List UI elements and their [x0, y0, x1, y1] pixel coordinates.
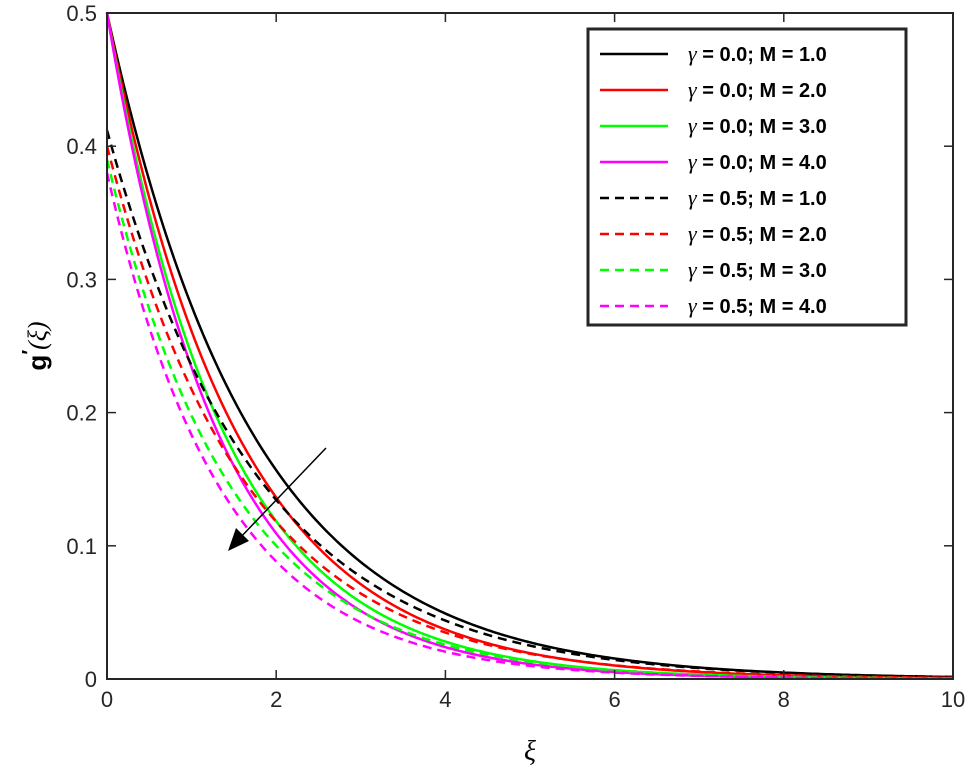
legend-entry-text: = 0.5; M = 3.0 [697, 260, 827, 282]
legend-gamma-symbol: γ [688, 185, 698, 210]
legend-entry-text: = 0.0; M = 3.0 [697, 116, 827, 138]
y-tick-label: 0.4 [66, 134, 97, 159]
y-tick-label: 0.5 [66, 1, 97, 26]
legend-entry-text: = 0.0; M = 4.0 [697, 152, 827, 174]
legend-gamma-symbol: γ [688, 149, 698, 174]
axis-ticks: 0 2 4 6 8 10 0 0.1 0.2 0.3 0.4 0.5 [66, 1, 965, 712]
x-tick-label: 0 [101, 687, 113, 712]
legend-entry-7: γ = 0.5; M = 3.0 [688, 257, 827, 282]
legend-entry-3: γ = 0.0; M = 3.0 [688, 113, 827, 138]
series-lines [105, 12, 954, 680]
legend-entry-text: = 0.5; M = 1.0 [697, 188, 827, 210]
x-tick-label: 6 [608, 687, 620, 712]
series-line-8 [105, 172, 954, 680]
x-tick-label: 10 [941, 687, 965, 712]
legend-gamma-symbol: γ [688, 113, 698, 138]
legend-gamma-symbol: γ [688, 257, 698, 282]
plot-frame [106, 12, 954, 680]
x-tick-label: 8 [778, 687, 790, 712]
legend-gamma-symbol: γ [688, 293, 698, 318]
legend-entry-1: γ = 0.0; M = 1.0 [688, 41, 827, 66]
legend-entry-text: = 0.0; M = 1.0 [697, 44, 827, 66]
y-tick-label: 0.1 [66, 534, 97, 559]
legend-gamma-symbol: γ [688, 77, 698, 102]
legend-entry-text: = 0.5; M = 4.0 [697, 296, 827, 318]
legend-entry-2: γ = 0.0; M = 2.0 [688, 77, 827, 102]
legend-gamma-symbol: γ [688, 41, 698, 66]
y-axis-label-arg: (ξ) [23, 321, 52, 349]
arrow-head [228, 528, 249, 551]
y-axis-label-main: g [22, 355, 52, 371]
x-tick-label: 2 [270, 687, 282, 712]
series-line-5 [105, 129, 954, 679]
legend-box [586, 27, 908, 327]
legend-gamma-symbol: γ [688, 221, 698, 246]
trend-arrow [228, 447, 327, 551]
legend-entry-8: γ = 0.5; M = 4.0 [688, 293, 827, 318]
x-axis-label: ξ [524, 736, 536, 767]
legend-entry-text: = 0.5; M = 2.0 [697, 224, 827, 246]
y-tick-label: 0.2 [66, 401, 97, 426]
legend-entry-4: γ = 0.0; M = 4.0 [688, 149, 827, 174]
legend-entry-6: γ = 0.5; M = 2.0 [688, 221, 827, 246]
y-tick-label: 0 [85, 667, 97, 692]
y-axis-label: g′(ξ) [19, 321, 52, 370]
series-line-6 [105, 145, 954, 680]
legend-entry-5: γ = 0.5; M = 1.0 [688, 185, 827, 210]
x-tick-label: 4 [439, 687, 451, 712]
legend: γ = 0.0; M = 1.0γ = 0.0; M = 2.0γ = 0.0;… [586, 27, 908, 327]
y-tick-label: 0.3 [66, 267, 97, 292]
legend-entry-text: = 0.0; M = 2.0 [697, 80, 827, 102]
arrow-shaft [237, 447, 327, 541]
y-axis-label-prime: ′ [19, 350, 41, 355]
